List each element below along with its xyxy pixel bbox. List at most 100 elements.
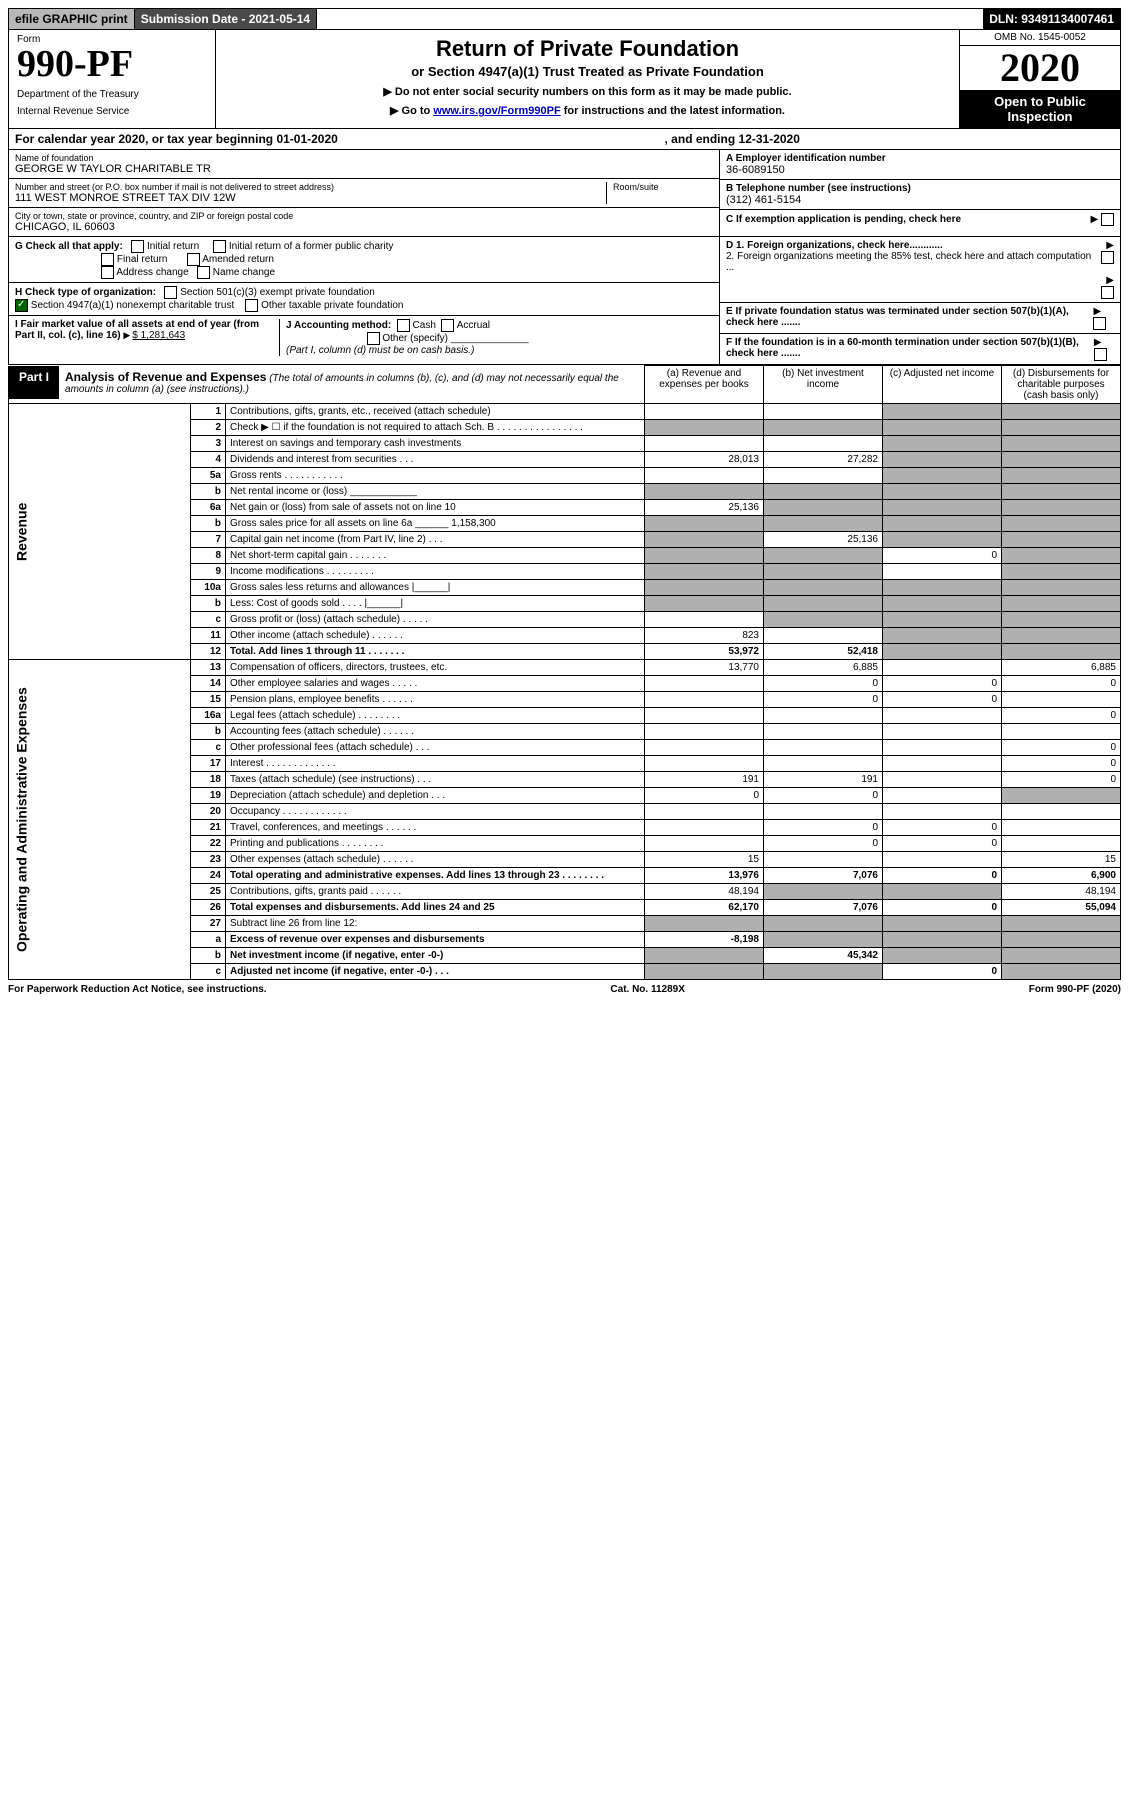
d2-label: 2. Foreign organizations meeting the 85%… <box>726 251 1091 273</box>
irs-link[interactable]: www.irs.gov/Form990PF <box>433 105 560 117</box>
cell <box>764 724 883 740</box>
cell <box>1002 692 1121 708</box>
line-number: b <box>191 516 226 532</box>
g-initial-former-checkbox[interactable] <box>213 240 226 253</box>
h-501c3-checkbox[interactable] <box>164 286 177 299</box>
cell <box>883 708 1002 724</box>
ein-cell: A Employer identification number 36-6089… <box>720 150 1120 180</box>
cell <box>1002 596 1121 612</box>
line-number: 14 <box>191 676 226 692</box>
d1-label: D 1. Foreign organizations, check here..… <box>726 240 943 251</box>
line-desc: Gross rents . . . . . . . . . . . <box>226 468 645 484</box>
cell: 55,094 <box>1002 900 1121 916</box>
g-name-checkbox[interactable] <box>197 266 210 279</box>
cal-end: , and ending 12-31-2020 <box>665 132 800 146</box>
cell <box>645 436 764 452</box>
cell <box>883 804 1002 820</box>
line-number: c <box>191 740 226 756</box>
cell <box>1002 612 1121 628</box>
h-cell: H Check type of organization: Section 50… <box>9 283 719 316</box>
cell: 823 <box>645 628 764 644</box>
cell <box>645 596 764 612</box>
part1-label: Part I <box>9 366 59 399</box>
cell: 0 <box>883 836 1002 852</box>
h-other-checkbox[interactable] <box>245 299 258 312</box>
cell <box>1002 452 1121 468</box>
cell <box>1002 948 1121 964</box>
d2-checkbox[interactable] <box>1101 286 1114 299</box>
cell: 15 <box>645 852 764 868</box>
f-checkbox[interactable] <box>1094 348 1107 361</box>
cell <box>1002 804 1121 820</box>
cell <box>764 404 883 420</box>
cell <box>1002 628 1121 644</box>
line-number: b <box>191 596 226 612</box>
cell <box>764 916 883 932</box>
col-a-header: (a) Revenue and expenses per books <box>645 366 764 404</box>
dept-treasury: Department of the Treasury <box>17 89 207 100</box>
line-number: 20 <box>191 804 226 820</box>
cell <box>1002 580 1121 596</box>
cell <box>1002 532 1121 548</box>
col-ghi: G Check all that apply: Initial return I… <box>9 237 719 364</box>
i-arrow <box>123 330 132 341</box>
footer-mid: Cat. No. 11289X <box>610 984 684 995</box>
cell <box>764 964 883 980</box>
cell <box>1002 516 1121 532</box>
j-other: Other (specify) <box>382 333 448 344</box>
cell <box>883 420 1002 436</box>
cell <box>645 404 764 420</box>
line-desc: Other income (attach schedule) . . . . .… <box>226 628 645 644</box>
d1-checkbox[interactable] <box>1101 251 1114 264</box>
j-other-checkbox[interactable] <box>367 332 380 345</box>
dept-irs: Internal Revenue Service <box>17 106 207 117</box>
cell: 25,136 <box>645 500 764 516</box>
line-desc: Compensation of officers, directors, tru… <box>226 660 645 676</box>
cell: 0 <box>883 548 1002 564</box>
j-accrual-checkbox[interactable] <box>441 319 454 332</box>
cell <box>645 724 764 740</box>
g-address-checkbox[interactable] <box>101 266 114 279</box>
cell <box>645 580 764 596</box>
cell <box>645 948 764 964</box>
cell <box>645 532 764 548</box>
line-desc: Subtract line 26 from line 12: <box>226 916 645 932</box>
city-cell: City or town, state or province, country… <box>9 208 719 236</box>
col-d-header: (d) Disbursements for charitable purpose… <box>1002 366 1121 404</box>
line-desc: Dividends and interest from securities .… <box>226 452 645 468</box>
line-desc: Occupancy . . . . . . . . . . . . <box>226 804 645 820</box>
line-number: 27 <box>191 916 226 932</box>
cell <box>883 644 1002 660</box>
cell <box>645 516 764 532</box>
g-amended-checkbox[interactable] <box>187 253 200 266</box>
part1-title: Analysis of Revenue and Expenses <box>65 370 266 384</box>
cell <box>1002 820 1121 836</box>
e-checkbox[interactable] <box>1093 317 1106 330</box>
cell <box>645 708 764 724</box>
j-note: (Part I, column (d) must be on cash basi… <box>286 345 474 356</box>
g-final-checkbox[interactable] <box>101 253 114 266</box>
cell <box>883 452 1002 468</box>
cell <box>764 468 883 484</box>
exemption-checkbox[interactable] <box>1101 213 1114 226</box>
cell <box>645 820 764 836</box>
g-initial-checkbox[interactable] <box>131 240 144 253</box>
j-cash-checkbox[interactable] <box>397 319 410 332</box>
line-number: 2 <box>191 420 226 436</box>
f-arrow: ▶ <box>1094 337 1114 361</box>
footer-right: Form 990-PF (2020) <box>1029 984 1121 995</box>
d-cell: D 1. Foreign organizations, check here..… <box>720 237 1120 303</box>
j-cash: Cash <box>413 320 436 331</box>
header-right: OMB No. 1545-0052 2020 Open to Public In… <box>959 30 1120 128</box>
cal-pre: For calendar year 2020, or tax year begi… <box>15 132 338 146</box>
cell <box>764 564 883 580</box>
h-4947-checkbox[interactable] <box>15 299 28 312</box>
cell: 0 <box>883 868 1002 884</box>
form-note-link: ▶ Go to www.irs.gov/Form990PF for instru… <box>222 104 953 117</box>
cell <box>764 516 883 532</box>
cell: 15 <box>1002 852 1121 868</box>
cell <box>764 852 883 868</box>
cell <box>1002 788 1121 804</box>
line-number: c <box>191 964 226 980</box>
foundation-name: GEORGE W TAYLOR CHARITABLE TR <box>15 163 713 175</box>
